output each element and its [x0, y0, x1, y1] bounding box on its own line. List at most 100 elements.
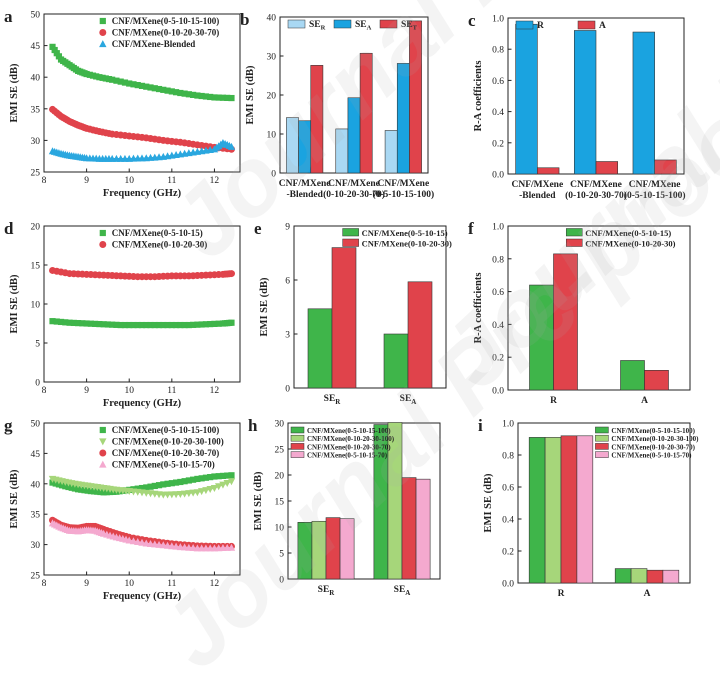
panel-g-series-1-point: [206, 486, 214, 494]
panel-b-xtick-label: -Blended: [286, 190, 323, 200]
panel-a-series-0-point: [89, 72, 97, 79]
panel-d-letter: d: [4, 219, 14, 238]
panel-f-legend-label: CNF/MXene(0-5-10-15): [585, 228, 671, 238]
panel-a-series-0-point: [202, 93, 210, 100]
panel-g-series-1-point: [219, 481, 227, 489]
panel-i-letter: i: [478, 416, 483, 435]
panel-d-series-0-point: [207, 320, 214, 328]
panel-g-series-1-point: [214, 483, 223, 491]
panel-b-bar: [286, 117, 299, 174]
panel-e-ytick-label: 0: [285, 385, 290, 395]
panel-e-bar: [331, 247, 357, 389]
panel-g-series-3: [48, 519, 236, 552]
panel-b-bar: [335, 128, 349, 174]
panel-g-series-0-point: [202, 474, 210, 481]
panel-b-legend-swatch: [379, 19, 398, 29]
panel-g-legend-marker: [99, 460, 107, 468]
panel-a-series-0-point: [105, 75, 113, 83]
panel-f-ytick-label: 0.2: [492, 354, 504, 364]
panel-a-series-1: [49, 105, 235, 153]
panel-a-legend-label: CNF/MXene(0-10-20-30-70): [112, 28, 219, 38]
panel-h-ylabel: EMI SE (dB): [253, 471, 264, 530]
panel-d-ytick-label: 15: [31, 262, 41, 272]
panel-f: 0.0 0.2 0.4 0.6 0.8 1.0 R-A coefficients f R A CNF…: [468, 219, 691, 406]
panel-i-ytick-label: 0.6: [502, 484, 514, 494]
panel-a-xlabel: Frequency (GHz): [103, 188, 182, 199]
panel-c: 0.0 0.2 0.4 0.6 0.8 1.0 R-A coefficients c CNF/M…: [468, 11, 686, 201]
panel-a-series-0-point: [177, 89, 184, 97]
panel-d-series-0-point: [57, 318, 65, 326]
panel-a-series-0-point: [109, 76, 116, 83]
panel-a-xtick-label: 8: [42, 176, 47, 186]
panel-a-series-0-point: [51, 46, 58, 54]
panel-b-bar: [396, 63, 410, 174]
panel-d-legend-marker: [99, 241, 107, 248]
panel-g-series-0-point: [190, 476, 197, 483]
panel-d-series-0-point: [117, 321, 124, 329]
panel-g-series-0-point: [224, 472, 231, 479]
panel-g-series-3-point: [227, 543, 236, 551]
panel-d-series-0-point: [155, 321, 163, 329]
panel-c-bar: [654, 159, 677, 175]
panel-a-series-0-point: [151, 85, 158, 92]
panel-a-series-0-point: [99, 74, 106, 81]
panel-d: 0 5 10 15 20 EMI SE (dB) d 8 9 10 11 12 Frequency (G…: [4, 219, 241, 409]
panel-d-series-0-point: [177, 321, 184, 329]
panel-d-series-0-point: [126, 321, 133, 329]
panel-f-legend-swatch: [565, 228, 583, 237]
panel-d-xtick-label: 12: [210, 386, 220, 396]
panel-c-bar: [573, 30, 597, 175]
panel-b-legend-swatch: [333, 19, 352, 29]
panel-i-legend-swatch: [595, 434, 609, 442]
panel-a-series-0-point: [198, 92, 205, 100]
panel-i-ytick-label: 0.8: [502, 452, 514, 462]
panel-d-series-0-point: [172, 321, 180, 329]
panel-c-ytick-label: 0.0: [492, 171, 504, 181]
panel-d-series-1-point: [227, 270, 235, 278]
panel-g-ytick-label: 50: [31, 420, 41, 430]
panel-b-legend-label: SER: [309, 20, 326, 32]
panel-e-bar: [383, 333, 409, 389]
panel-a-series-0-point: [86, 71, 93, 78]
panel-d-series-0-point: [147, 321, 154, 329]
panel-f-ylabel: R-A coefficients: [473, 273, 484, 344]
panel-a-series-0-point: [96, 74, 103, 81]
panel-g-series-0-point: [172, 479, 180, 486]
panel-a-frame: [43, 13, 241, 173]
panel-b-ytick-label: 0: [271, 170, 276, 180]
panel-c-ytick-label: 0.4: [492, 108, 504, 118]
panel-h: 0 5 10 15 20 25 30 EMI SE (dB) h SER SEA CNF/MXene(…: [248, 416, 441, 597]
panel-d-series-0-point: [215, 320, 222, 327]
panel-b-legend-sub: A: [367, 25, 372, 32]
panel-d-xlabel: Frequency (GHz): [103, 398, 182, 409]
panel-i-legend-label: CNF/MXene(0-5-10-15-100): [611, 427, 695, 435]
panel-a-series-0-point: [130, 81, 137, 88]
panel-g-series-0-point: [181, 478, 188, 485]
panel-g-frame: [43, 422, 241, 576]
panel-g-series-0-point: [81, 487, 88, 494]
panel-e-xtick-label: SER: [324, 394, 342, 406]
panel-f-legend-swatch: [565, 238, 583, 247]
panel-g-series-1-point: [223, 479, 231, 487]
panel-d-ytick-label: 5: [35, 340, 40, 350]
panel-e-xtick-label: SEA: [400, 394, 417, 406]
panel-a-legend-marker: [99, 40, 107, 48]
panel-b-xtick-label: (0-5-10-15-100): [372, 189, 434, 200]
panel-d-legend-marker: [99, 229, 106, 237]
panel-g-series-0-point: [155, 482, 163, 489]
panel-d-xtick-label: 8: [42, 386, 47, 396]
panel-a-ytick-label: 35: [31, 105, 41, 115]
panel-d-ytick-label: 20: [31, 223, 41, 233]
panel-h-ytick-label: 15: [275, 498, 285, 508]
panel-b-bar: [310, 65, 324, 174]
panel-d-series-0-point: [100, 321, 107, 328]
panel-c-bar: [515, 23, 538, 175]
panel-g-series-1: [48, 475, 236, 499]
panel-f-bar: [620, 360, 645, 391]
panel-h-bar: [401, 477, 417, 580]
panel-a-legend-label: CNF/MXene(0-5-10-15-100): [112, 16, 219, 26]
panel-e-letter: e: [254, 219, 262, 238]
panel-a-series-0-point: [155, 85, 163, 93]
panel-h-bar: [415, 478, 431, 580]
